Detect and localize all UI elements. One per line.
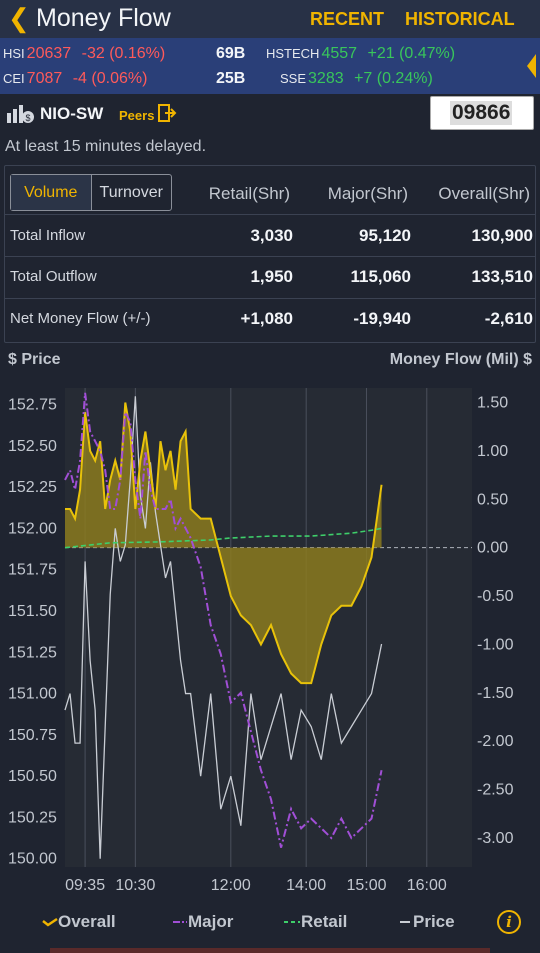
y-right-tick-label: -3.00 [477,830,514,847]
outflow-major: 115,060 [350,267,411,286]
hstech-quote: HSTECH 4557 +21 (0.47%) [266,45,456,62]
y-right-tick-label: -0.50 [477,588,514,605]
legend-overall[interactable]: Overall [42,912,116,932]
y-right-tick-label: -1.50 [477,685,514,702]
retail-series-line [64,527,382,549]
stock-exchange-icon: $ [7,105,34,123]
net-retail: +1,080 [240,309,293,328]
x-tick-label: 09:35 [65,877,105,894]
cei-quote: CEI 7087 -4 (0.06%) [3,70,148,87]
caret-left-icon[interactable] [527,54,536,78]
outflow-retail: 1,950 [250,267,293,286]
share-exit-icon[interactable] [158,104,178,122]
major-series-line [64,392,383,848]
money-flow-chart[interactable]: 09:35 10:30 12:00 14:00 15:00 16:00 152.75 152.… [0,380,540,900]
historical-button[interactable]: HISTORICAL [405,9,515,29]
x-tick-label: 16:00 [407,877,447,894]
peers-link[interactable]: Peers [119,108,155,123]
y-left-tick-label: 152.50 [8,438,57,455]
y-left-tick-label: 151.75 [8,562,57,579]
price-series-line [64,396,383,859]
inflow-overall: 130,900 [471,226,533,245]
legend-retail[interactable]: Retail [283,912,347,932]
col-overall: Overall(Shr) [438,184,530,203]
row-label-inflow: Total Inflow [10,227,86,244]
overall-area [65,402,382,684]
outflow-overall: 133,510 [471,267,533,286]
divider [5,256,535,257]
y-left-tick-label: 151.50 [8,603,57,620]
col-major: Major(Shr) [327,184,408,203]
left-axis-title: $ Price [8,351,61,368]
app-header: ❮ Money Flow RECENT HISTORICAL [0,0,540,38]
tab-turnover[interactable]: Turnover [99,183,163,201]
net-major: -19,940 [353,309,411,328]
recent-button[interactable]: RECENT [310,9,385,29]
cei-turnover: 25B [216,70,246,87]
price-legend-icon [400,921,410,923]
x-tick-label: 15:00 [346,877,386,894]
unit-tabs: Volume Turnover [10,174,172,211]
divider [5,298,535,299]
y-right-tick-label: 0.50 [477,491,508,508]
divider [5,214,535,215]
y-left-tick-label: 152.25 [8,479,57,496]
y-left-tick-label: 151.00 [8,686,57,703]
right-axis-title: Money Flow (Mil) $ [389,351,532,368]
chevron-left-icon[interactable]: ❮ [8,3,30,33]
legend-price[interactable]: Price [399,912,455,932]
sse-quote: SSE 3283 +7 (0.24%) [280,70,433,87]
page-title: Money Flow [36,4,171,32]
net-overall: -2,610 [484,309,533,328]
overall-series-line [65,402,383,685]
y-left-tick-label: 150.75 [8,727,57,744]
y-right-tick-label: -2.00 [477,733,514,750]
overall-legend-icon [42,917,58,927]
y-left-tick-label: 150.00 [8,851,57,868]
info-icon[interactable]: i [497,910,521,934]
money-flow-table [4,165,536,343]
x-tick-label: 12:00 [211,877,251,894]
x-tick-label: 10:30 [115,877,155,894]
retail-legend-icon [284,921,300,923]
col-retail: Retail(Shr) [208,184,290,203]
hsi-quote: HSI 20637 -32 (0.16%) [3,45,166,62]
y-left-tick-label: 151.25 [8,644,57,661]
major-legend-icon [173,921,187,923]
y-right-tick-label: -1.00 [477,636,514,653]
y-right-tick-label: 1.50 [477,395,508,412]
y-right-tick-label: 1.00 [477,443,508,460]
stock-name: NIO-SW [40,104,104,123]
svg-text:$: $ [25,113,30,123]
inflow-major: 95,120 [359,226,411,245]
y-left-tick-label: 150.50 [8,768,57,785]
banner-edge [50,948,490,953]
row-label-net: Net Money Flow (+/-) [10,310,151,327]
y-right-tick-label: 0.00 [477,540,508,557]
x-tick-label: 14:00 [286,877,326,894]
y-right-tick-label: -2.50 [477,782,514,799]
y-left-tick-label: 152.00 [8,520,57,537]
y-left-tick-label: 152.75 [8,397,57,414]
inflow-retail: 3,030 [250,226,293,245]
tab-volume[interactable]: Volume [11,175,92,210]
stock-code: 09866 [450,101,513,125]
delay-notice: At least 15 minutes delayed. [5,138,207,155]
legend-major[interactable]: Major [172,912,233,932]
y-left-tick-label: 150.25 [8,809,57,826]
row-label-outflow: Total Outflow [10,268,97,285]
hsi-turnover: 69B [216,45,246,62]
index-ticker[interactable]: HSI 20637 -32 (0.16%) 69B HSTECH 4557 +21 … [0,38,540,94]
